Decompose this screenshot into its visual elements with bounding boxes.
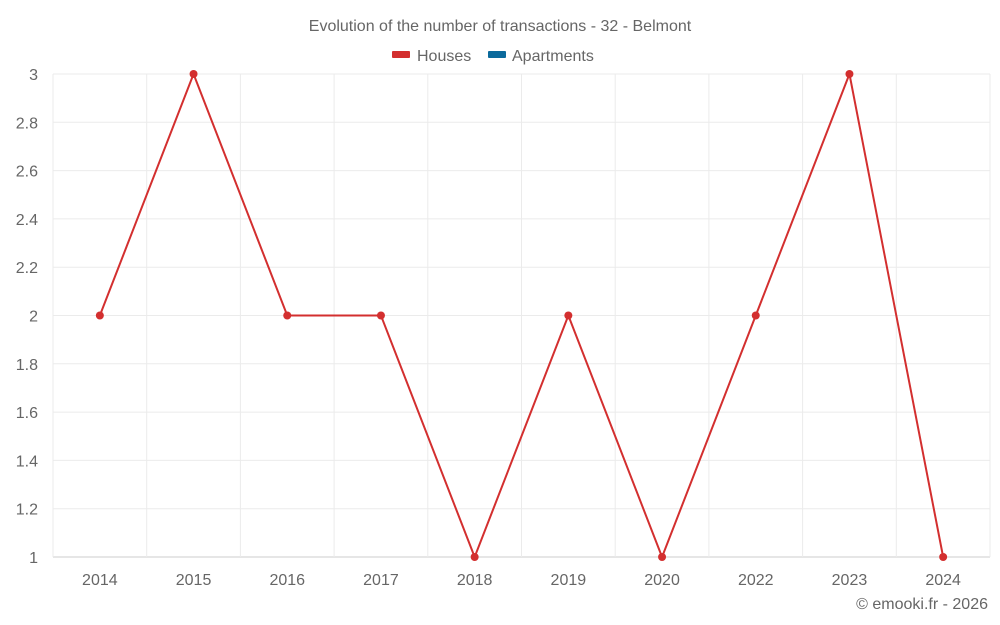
y-tick-label: 2 — [29, 309, 38, 326]
data-point[interactable] — [564, 311, 573, 320]
data-point[interactable] — [283, 311, 292, 320]
y-tick-label: 1.2 — [16, 502, 38, 519]
legend-item-apartments[interactable]: Apartments — [488, 48, 594, 65]
legend-swatch — [392, 51, 410, 58]
x-tick-label: 2020 — [644, 572, 680, 589]
legend-swatch — [488, 51, 506, 58]
y-tick-label: 2.6 — [16, 164, 38, 181]
legend-label: Apartments — [512, 48, 594, 65]
data-point[interactable] — [845, 70, 854, 78]
data-point[interactable] — [939, 553, 948, 561]
y-tick-label: 1.4 — [16, 453, 38, 470]
series-layer — [95, 70, 948, 561]
chart-title: Evolution of the number of transactions … — [309, 18, 692, 35]
x-tick-label: 2024 — [925, 572, 961, 589]
x-tick-label: 2018 — [457, 572, 493, 589]
x-tick-label: 2016 — [269, 572, 305, 589]
x-tick-label: 2015 — [176, 572, 212, 589]
y-tick-label: 2.8 — [16, 115, 38, 132]
x-tick-label: 2022 — [738, 572, 774, 589]
credit-text: © emooki.fr - 2026 — [856, 596, 988, 613]
series-line-houses — [98, 70, 945, 560]
y-tick-label: 3 — [29, 67, 38, 84]
y-tick-label: 2.2 — [16, 260, 38, 277]
legend-item-houses[interactable]: Houses — [392, 48, 471, 65]
y-tick-label: 1 — [29, 550, 38, 567]
x-tick-label: 2017 — [363, 572, 399, 589]
y-tick-label: 1.6 — [16, 405, 38, 422]
data-point[interactable] — [470, 553, 479, 561]
x-tick-label: 2019 — [551, 572, 587, 589]
data-point[interactable] — [376, 311, 385, 320]
y-tick-label: 2.4 — [16, 212, 38, 229]
legend-label: Houses — [417, 48, 471, 65]
x-tick-label: 2023 — [832, 572, 868, 589]
legend: Houses Apartments — [392, 48, 594, 65]
y-tick-label: 1.8 — [16, 357, 38, 374]
grid — [52, 73, 991, 558]
data-point[interactable] — [658, 553, 667, 561]
x-axis: 2014 2015 2016 2017 2018 2019 2020 2022 2023 2024 — [82, 572, 961, 589]
y-axis: 1 1.2 1.4 1.6 1.8 2 2.2 2.4 2.6 2.8 3 — [16, 67, 38, 567]
x-tick-label: 2014 — [82, 572, 118, 589]
data-point[interactable] — [189, 70, 198, 78]
data-point[interactable] — [751, 311, 760, 320]
data-point[interactable] — [95, 311, 104, 320]
